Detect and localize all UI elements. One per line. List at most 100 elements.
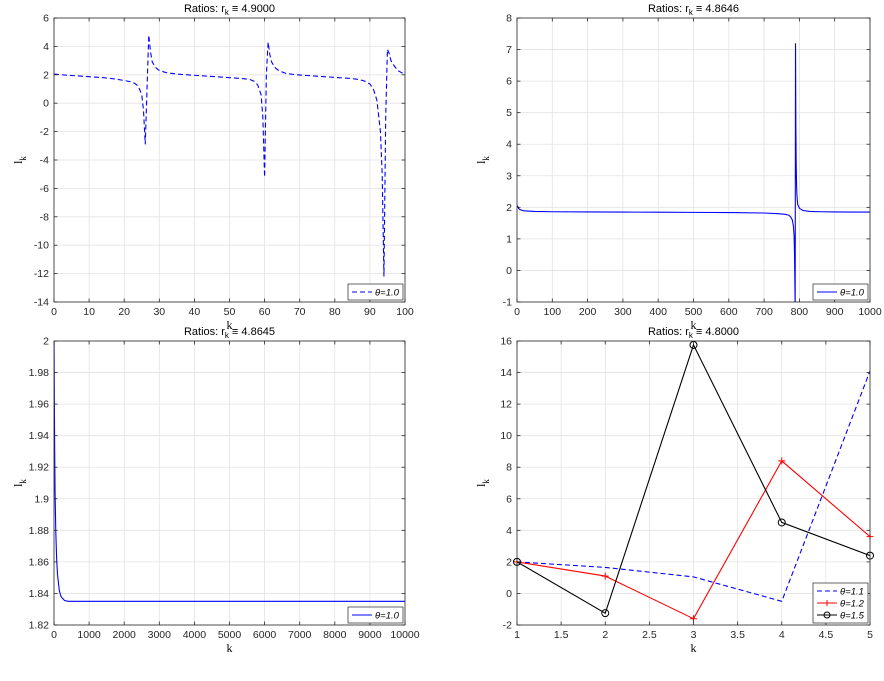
chart-2-ytick-label-1: 1.84 <box>29 588 50 600</box>
chart-2-xtick-label-2: 2000 <box>113 629 137 641</box>
chart-3-ytick-label-3: 4 <box>506 525 512 537</box>
chart-3-ytick-label-8: 14 <box>500 367 512 379</box>
chart-3-legend-label-0: θ=1.1 <box>840 586 864 597</box>
chart-1-xtick-label-3: 300 <box>614 306 632 318</box>
chart-3-series-line-0 <box>517 370 870 602</box>
chart-0-xtick-label-3: 30 <box>153 306 165 318</box>
chart-2-ytick-label-4: 1.9 <box>34 493 49 505</box>
chart-1-ytick-label-3: 2 <box>506 202 512 214</box>
chart-3-xtick-label-6: 4 <box>779 629 785 641</box>
chart-3-series-1-point-3 <box>778 457 786 465</box>
chart-2-ytick-label-8: 1.98 <box>29 367 50 379</box>
chart-1-ytick-label-4: 3 <box>506 170 512 182</box>
chart-3-xtick-label-4: 3 <box>691 629 697 641</box>
chart-1-ylabel: lk <box>474 156 491 164</box>
chart-2-xlabel: k <box>227 641 233 655</box>
chart-0-xtick-label-8: 80 <box>329 306 341 318</box>
chart-1-xtick-label-4: 400 <box>649 306 667 318</box>
chart-3-legend <box>812 582 869 624</box>
chart-3-legend-label-2: θ=1.5 <box>840 610 865 621</box>
chart-0-xtick-label-4: 40 <box>189 306 201 318</box>
chart-2-ytick-label-9: 2 <box>43 336 49 348</box>
chart-1-ytick-label-9: 8 <box>506 13 512 25</box>
chart-3-legend-marker-2 <box>823 611 831 619</box>
chart-0-legend-label-0: θ=1.0 <box>375 287 400 298</box>
chart-1-xtick-label-9: 900 <box>826 306 844 318</box>
chart-0-ytick-label-3: -8 <box>40 211 49 223</box>
chart-2-series-group <box>54 341 405 602</box>
chart-0-ytick-label-6: -2 <box>40 126 49 138</box>
chart-2-xtick-label-5: 5000 <box>218 629 242 641</box>
chart-0-ytick-label-7: 0 <box>43 98 49 110</box>
chart-1-ytick-label-5: 4 <box>506 139 512 151</box>
chart-2-ytick-label-3: 1.88 <box>29 525 50 537</box>
chart-0-ytick-label-1: -12 <box>34 268 49 280</box>
chart-1-xtick-label-2: 200 <box>579 306 597 318</box>
chart-0-series-group <box>54 34 405 277</box>
chart-0-title: Ratios: rk ≡ 4.9000 <box>184 3 275 17</box>
chart-3-series-1-point-1 <box>601 572 609 580</box>
chart-0-ytick-label-9: 4 <box>43 41 49 53</box>
chart-3-ytick-label-9: 16 <box>500 336 512 348</box>
chart-1-xlabel: k <box>691 318 697 332</box>
chart-2-ylabel: lk <box>11 479 28 487</box>
chart-0-ytick-label-5: -4 <box>40 155 49 167</box>
chart-1-legend <box>812 283 869 301</box>
chart-3-xtick-label-8: 5 <box>867 629 873 641</box>
chart-3-title: Ratios: rk ≡ 4.8000 <box>648 326 739 340</box>
chart-3-xtick-label-1: 1.5 <box>554 629 569 641</box>
chart-1-xtick-label-8: 800 <box>791 306 809 318</box>
chart-3-series-2-point-3 <box>777 518 786 527</box>
chart-3-xtick-label-0: 1 <box>514 629 520 641</box>
subplot-top-left: 0 10 20 30 40 50 60 70 80 90 100 -14 -12 -10 -8 -6 -4 -2 0… <box>11 3 414 332</box>
chart-1-xtick-label-0: 0 <box>514 306 520 318</box>
chart-0-series-line-0 <box>54 34 405 277</box>
chart-2-xtick-label-7: 7000 <box>288 629 312 641</box>
chart-3-ytick-label-4: 6 <box>506 493 512 505</box>
chart-3-series-line-2 <box>517 343 870 614</box>
chart-2-xtick-label-9: 9000 <box>358 629 382 641</box>
chart-3-ytick-label-5: 8 <box>506 462 512 474</box>
chart-0-xtick-label-5: 50 <box>224 306 236 318</box>
chart-2-xtick-label-0: 0 <box>51 629 57 641</box>
chart-1-xtick-label-6: 600 <box>720 306 738 318</box>
chart-0-ytick-label-2: -10 <box>34 240 49 252</box>
chart-1-xtick-label-1: 100 <box>544 306 562 318</box>
chart-2-legend-label-0: θ=1.0 <box>375 610 400 621</box>
chart-1-ytick-label-6: 5 <box>506 107 512 119</box>
chart-1-series-line-0 <box>517 43 870 302</box>
chart-1-ytick-label-0: -1 <box>503 297 512 309</box>
chart-0-ytick-label-0: -14 <box>34 297 49 309</box>
chart-0-xtick-label-7: 70 <box>294 306 306 318</box>
chart-2-xtick-label-4: 4000 <box>183 629 207 641</box>
chart-3-ytick-label-6: 10 <box>500 430 512 442</box>
chart-0-legend <box>347 283 404 301</box>
chart-3-ylabel: lk <box>474 479 491 487</box>
chart-3-xtick-label-7: 4.5 <box>819 629 834 641</box>
chart-3-legend-marker-1 <box>824 600 830 606</box>
subplot-top-right: 0 100 200 300 400 500 600 700 800 900 1000-1012345… <box>474 3 882 332</box>
chart-2-ytick-label-7: 1.96 <box>29 399 50 411</box>
chart-0-xtick-label-0: 0 <box>51 306 57 318</box>
chart-3-legend-label-1: θ=1.2 <box>840 598 865 609</box>
chart-0-xlabel: k <box>227 318 233 332</box>
chart-2-ytick-label-2: 1.86 <box>29 556 50 568</box>
chart-3-xtick-label-5: 3.5 <box>730 629 745 641</box>
chart-0-ylabel: lk <box>11 156 28 164</box>
chart-1-title: Ratios: rk ≡ 4.8646 <box>648 3 739 17</box>
chart-1-xtick-label-7: 700 <box>755 306 773 318</box>
chart-0-ytick-label-8: 2 <box>43 69 49 81</box>
chart-2-xtick-label-1: 1000 <box>77 629 101 641</box>
chart-0-xtick-label-9: 90 <box>364 306 376 318</box>
chart-0-xtick-label-6: 60 <box>259 306 271 318</box>
chart-1-ytick-label-1: 0 <box>506 265 512 277</box>
chart-2-xtick-label-6: 6000 <box>253 629 277 641</box>
chart-0-xtick-label-2: 20 <box>118 306 130 318</box>
chart-1-xtick-label-10: 1000 <box>858 306 882 318</box>
chart-3-series-1-point-2 <box>690 615 697 623</box>
chart-1-xtick-label-5: 500 <box>685 306 703 318</box>
chart-2-ytick-label-6: 1.94 <box>29 430 50 442</box>
chart-1-legend-label-0: θ=1.0 <box>840 287 865 298</box>
chart-0-xtick-label-1: 10 <box>83 306 95 318</box>
